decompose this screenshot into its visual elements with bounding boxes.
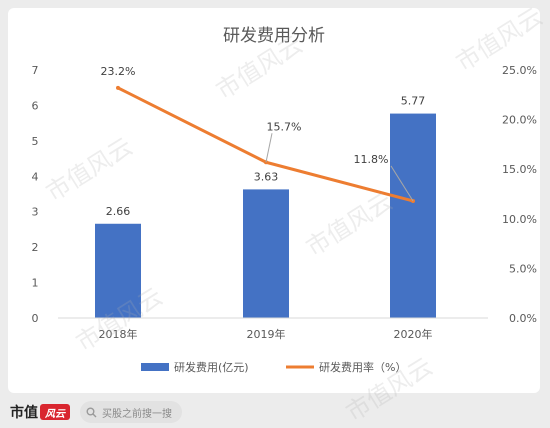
brand-name: 市值 <box>10 405 38 421</box>
legend: 研发费用(亿元) 研发费用率（%） <box>141 360 406 374</box>
rate-value-label: 23.2% <box>101 65 136 78</box>
y-right-tick-label: 0.0% <box>509 312 537 325</box>
chart-card: 研发费用分析 2.66 3.63 5.77 0 1 2 3 4 5 6 7 0.0% 5.0% 10.… <box>8 8 540 393</box>
rate-point-0 <box>116 85 120 90</box>
y-left-tick-label: 7 <box>32 64 39 77</box>
y-right-tick-label: 15.0% <box>502 163 537 176</box>
brand-logo: 市值 风云 <box>10 402 70 422</box>
legend-line-label: 研发费用率（%） <box>319 360 406 374</box>
rate-label-leader <box>265 133 273 163</box>
footer-bar: 市值 风云 买股之前搜一搜 <box>0 396 550 428</box>
y-left-tick-label: 5 <box>32 135 39 148</box>
brand-seal: 风云 <box>40 404 70 420</box>
y-left-tick-label: 3 <box>32 206 39 219</box>
search-placeholder: 买股之前搜一搜 <box>102 408 172 420</box>
y-left-tick-label: 4 <box>32 170 39 183</box>
y-left-tick-label: 2 <box>32 241 39 254</box>
y-right-tick-label: 5.0% <box>509 262 537 275</box>
bar-value-label: 2.66 <box>106 205 131 218</box>
y-right-tick-label: 20.0% <box>502 114 537 127</box>
rate-value-label: 15.7% <box>267 120 302 133</box>
x-tick-label: 2020年 <box>394 327 433 341</box>
rate-label-leader <box>390 165 414 202</box>
y-right-tick-label: 25.0% <box>502 64 537 77</box>
search-bar[interactable]: 买股之前搜一搜 <box>80 401 182 423</box>
bar-0 <box>95 223 141 318</box>
bar-2 <box>390 113 436 318</box>
chart: 研发费用分析 2.66 3.63 5.77 0 1 2 3 4 5 6 7 0.0% 5.0% 10.… <box>32 26 538 374</box>
bar-1 <box>243 189 289 318</box>
rate-value-label: 11.8% <box>354 153 389 166</box>
y-right-tick-label: 10.0% <box>502 213 537 226</box>
bar-value-label: 5.77 <box>401 95 426 108</box>
search-icon <box>86 407 97 417</box>
x-tick-label: 2018年 <box>99 327 138 341</box>
y-left-tick-label: 6 <box>32 99 39 112</box>
y-left-tick-label: 0 <box>32 312 39 325</box>
x-tick-label: 2019年 <box>247 327 286 341</box>
bar-value-label: 3.63 <box>254 170 279 183</box>
y-left-tick-label: 1 <box>32 277 39 290</box>
legend-bar-label: 研发费用(亿元) <box>174 360 249 374</box>
legend-bar-swatch <box>141 363 169 371</box>
chart-title: 研发费用分析 <box>223 26 325 46</box>
rate-line <box>116 86 415 203</box>
